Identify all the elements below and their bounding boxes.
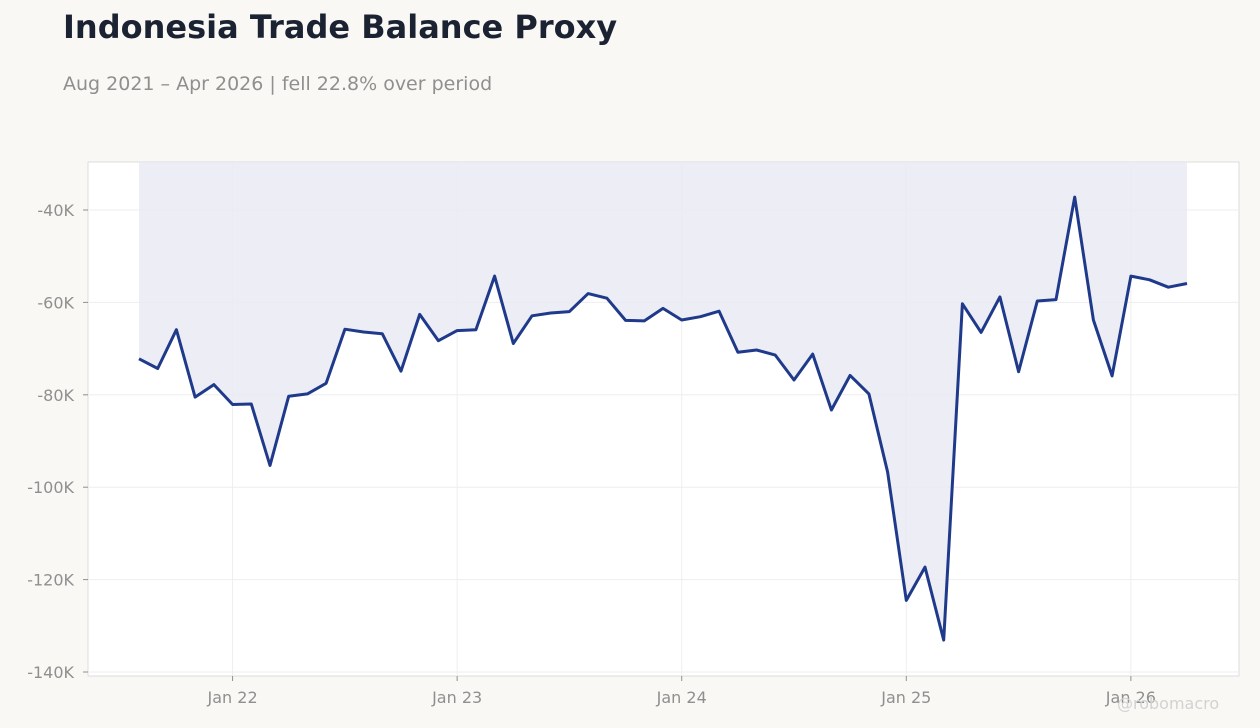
- x-tick-label: Jan 25: [880, 688, 931, 707]
- y-tick-label: -100K: [27, 478, 74, 497]
- y-tick-label: -40K: [37, 201, 74, 220]
- watermark: @robomacro: [1117, 694, 1220, 713]
- x-tick-label: Jan 26: [1105, 688, 1156, 707]
- y-tick-label: -140K: [27, 663, 74, 682]
- x-tick-label: Jan 22: [207, 688, 258, 707]
- y-tick-label: -120K: [27, 571, 74, 590]
- chart-subtitle: Aug 2021 – Apr 2026 | fell 22.8% over pe…: [63, 73, 493, 95]
- chart-title: Indonesia Trade Balance Proxy: [63, 8, 618, 46]
- x-tick-label: Jan 24: [656, 688, 707, 707]
- y-tick-label: -60K: [37, 293, 74, 312]
- y-tick-label: -80K: [37, 386, 74, 405]
- area-fill: [139, 162, 1187, 641]
- x-tick-label: Jan 23: [431, 688, 482, 707]
- series-line: [138, 195, 1188, 642]
